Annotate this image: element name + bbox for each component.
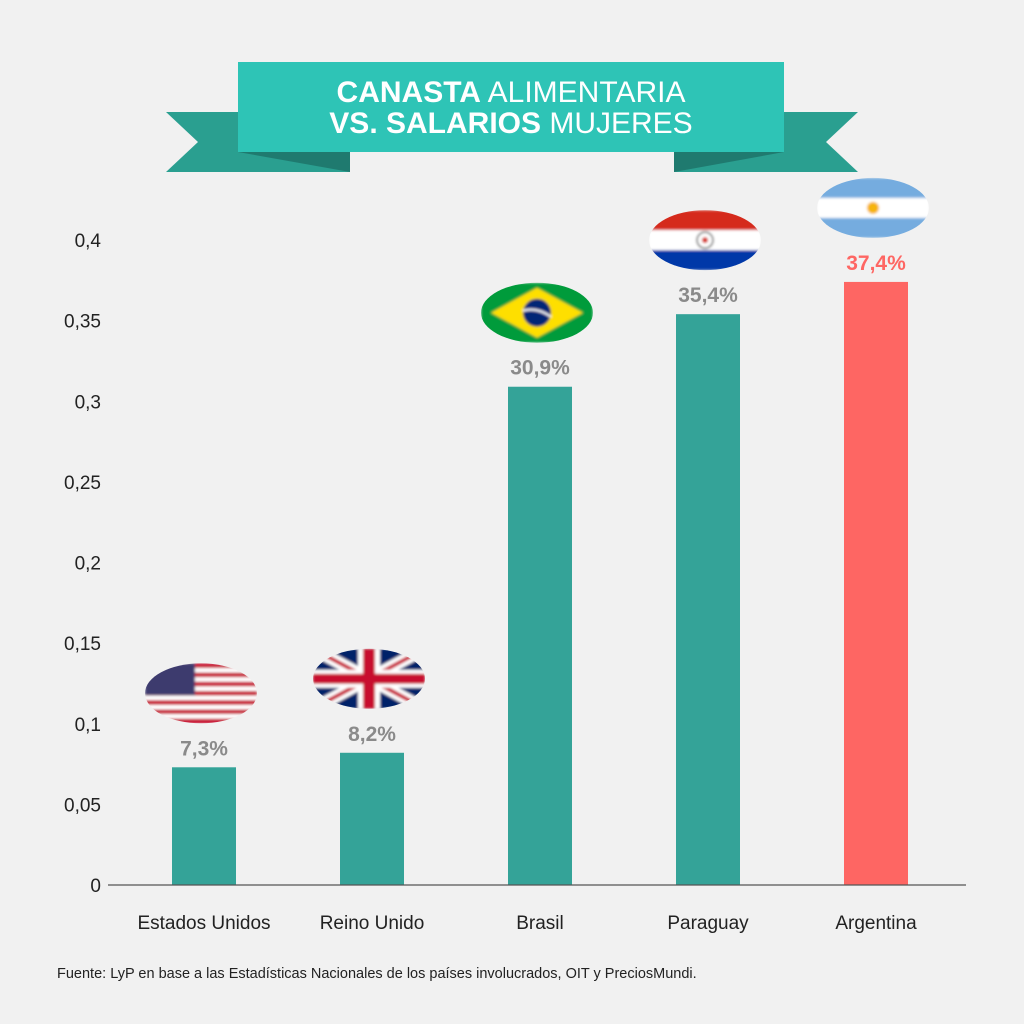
bars: 7,3% Estados Unidos 8,2% Reino Unido 30,9% Br… [137,177,929,934]
flag-band [522,308,552,318]
flag-stripe [145,681,257,687]
flag-icon [817,177,929,238]
flag-stripe [145,714,257,719]
brazil-flag [481,282,593,343]
title-ribbon: CANASTA ALIMENTARIA VS. SALARIOS MUJERES [166,62,858,172]
bar [340,752,404,885]
bar-group: 37,4% Argentina [817,177,929,934]
bar-group: 7,3% Estados Unidos [137,663,271,934]
x-tick-label: Paraguay [667,913,749,934]
flag-cross-red [363,648,375,709]
flag-sun [867,201,879,214]
x-tick-label: Estados Unidos [137,913,270,934]
flag-stripe [817,217,929,238]
flag-stripe [649,210,761,231]
y-tick-label: 0,15 [64,634,101,655]
flag-globe [523,298,551,327]
chart-title-line2: VS. SALARIOS MUJERES [329,107,692,140]
ribbon-main [238,62,784,152]
bar [844,281,908,885]
source-note: Fuente: LyP en base a las Estadísticas N… [57,966,697,982]
flag-icon [481,282,593,343]
flag-stripe [145,677,257,683]
bar [676,314,740,885]
flag-icon [313,648,425,709]
x-tick-label: Argentina [835,913,917,934]
flag-stripe [145,695,257,701]
y-tick-label: 0,3 [75,392,101,413]
y-tick-label: 0,05 [64,795,101,816]
y-tick-label: 0,1 [75,715,101,736]
y-axis: 0 0,05 0,1 0,15 0,2 0,25 0,3 0,35 0,4 [64,231,101,897]
flag-stripe [145,690,257,696]
flag-emblem-center [702,237,708,244]
ribbon-fold-right [674,152,784,172]
x-tick-label: Reino Unido [320,913,425,934]
y-tick-label: 0,25 [64,473,101,494]
flag-stripe [145,704,257,710]
data-label: 30,9% [510,357,570,380]
flag-stripe [145,663,257,669]
x-tick-label: Brasil [516,913,564,934]
bar [508,386,572,885]
paraguay-flag [649,210,761,271]
flag-stripe [145,672,257,678]
argentina-flag [817,177,929,238]
bar-group: 8,2% Reino Unido [313,648,425,934]
data-label: 8,2% [348,723,396,746]
y-tick-label: 0,4 [75,231,102,252]
data-label: 37,4% [846,252,906,275]
flag-stripe [145,686,257,692]
flag-stripe [145,700,257,706]
flag-stripe [145,709,257,715]
flag-canton [145,663,195,696]
flag-stripe [649,250,761,271]
ribbon-fold-left [238,152,350,172]
flag-stripe [145,667,257,673]
uk-flag [313,648,425,709]
y-tick-label: 0,35 [64,312,101,333]
bar-group: 35,4% Paraguay [649,210,761,934]
y-tick-label: 0 [90,876,101,897]
bar [172,767,236,885]
us-flag [145,663,257,724]
flag-stripe [817,177,929,198]
flag-icon [649,210,761,271]
data-label: 35,4% [678,284,738,307]
flag-icon [145,663,257,724]
data-label: 7,3% [180,737,228,760]
chart-title-line1: CANASTA ALIMENTARIA [337,76,686,109]
flag-stripe [145,718,257,724]
bar-group: 30,9% Brasil [481,282,593,934]
y-tick-label: 0,2 [75,554,101,575]
